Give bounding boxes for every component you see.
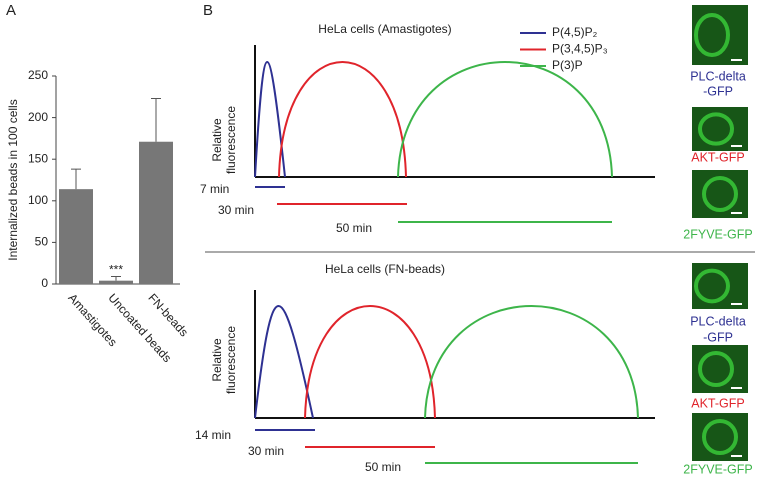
diagram-y-label-line: Relative (210, 338, 224, 382)
error-bar (151, 97, 161, 142)
diagram-y-label-line: fluorescence (224, 326, 238, 394)
cell-label: -GFP (703, 330, 733, 344)
diagram-y-label: Relativefluorescence (210, 326, 238, 394)
y-tick-label: 100 (28, 193, 48, 207)
cell-label: 2FYVE-GFP (683, 462, 752, 476)
micrograph-glow (692, 5, 748, 65)
y-tick-label: 250 (28, 68, 48, 82)
duration-label: 14 min (195, 428, 231, 442)
micrograph-glow (692, 170, 748, 218)
micrograph-cell (702, 176, 738, 212)
panel-label: A (6, 2, 16, 19)
diagram-y-label-line: Relative (210, 118, 224, 162)
phosphoinositide-curve (424, 305, 639, 419)
micrograph-cell (698, 351, 734, 387)
micrograph-cell (702, 419, 738, 455)
phosphoinositide-curve (254, 61, 286, 178)
duration-label: 50 min (365, 460, 401, 474)
micrograph-glow (692, 107, 748, 151)
legend-label: P(3,4,5)P₃ (552, 42, 608, 56)
bar (139, 141, 173, 284)
cell-label: AKT-GFP (691, 150, 744, 164)
micrograph-glow (692, 345, 748, 393)
bar (99, 280, 133, 284)
diagram-title: HeLa cells (FN-beads) (325, 262, 445, 276)
cell-label: PLC-delta (690, 314, 746, 328)
diagram-y-label: Relativefluorescence (210, 106, 238, 174)
diagram-title: HeLa cells (Amastigotes) (318, 22, 451, 36)
y-tick-label: 50 (35, 235, 49, 249)
micrograph-glow (692, 413, 748, 461)
phosphoinositide-curve (397, 61, 613, 178)
cell-label: AKT-GFP (691, 396, 744, 410)
y-tick-label: 200 (28, 110, 48, 124)
y-tick-label: 0 (41, 276, 48, 290)
cell-label: -GFP (703, 84, 733, 98)
y-tick-label: 150 (28, 151, 48, 165)
panel-label: B (203, 2, 213, 19)
phosphoinositide-curve (254, 305, 314, 419)
micrograph-cell (698, 112, 734, 146)
diagram-y-label-line: fluorescence (224, 106, 238, 174)
cell-label: PLC-delta (690, 69, 746, 83)
micrograph-cell (694, 268, 730, 304)
legend-label: P(3)P (552, 58, 583, 72)
duration-label: 7 min (200, 182, 229, 196)
duration-label: 50 min (336, 221, 372, 235)
micrograph-glow (692, 263, 748, 309)
error-bar (71, 168, 81, 190)
legend-label: P(4,5)P₂ (552, 25, 598, 39)
y-axis-label: Internalized beads in 100 cells (6, 99, 20, 260)
phosphoinositide-curve (278, 61, 407, 178)
error-bar (111, 276, 121, 281)
bar (59, 189, 93, 284)
duration-label: 30 min (218, 203, 254, 217)
micrograph-cell (694, 13, 730, 57)
cell-label: 2FYVE-GFP (683, 227, 752, 241)
micrograph (692, 5, 748, 65)
duration-label: 30 min (248, 444, 284, 458)
significance: *** (109, 263, 123, 277)
phosphoinositide-curve (304, 305, 436, 419)
